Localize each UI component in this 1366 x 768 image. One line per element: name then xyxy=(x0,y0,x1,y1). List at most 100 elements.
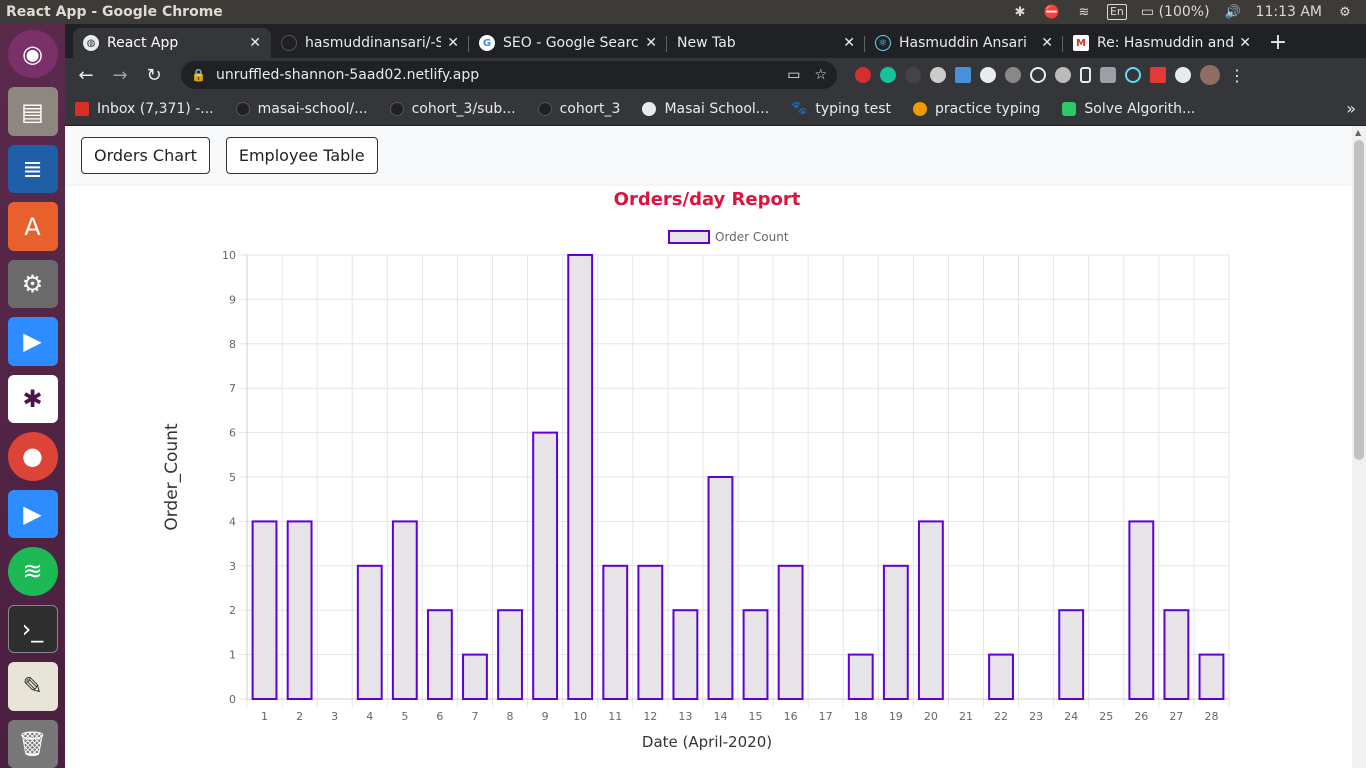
tab-react-app[interactable]: ◍ React App ✕ xyxy=(73,28,271,58)
trash-icon[interactable]: 🗑 xyxy=(7,719,58,768)
terminal-icon[interactable]: ›_ xyxy=(7,604,58,654)
extension-shield-icon[interactable] xyxy=(1100,67,1116,83)
tab-new-tab[interactable]: New Tab ✕ xyxy=(667,28,865,58)
bookmark-practice-typing[interactable]: practice typing xyxy=(913,101,1040,117)
employee-table-button[interactable]: Employee Table xyxy=(225,136,378,174)
close-icon[interactable]: ✕ xyxy=(249,35,261,51)
cast-icon[interactable]: ▭ xyxy=(787,67,801,83)
menu-kebab-icon[interactable]: ⋮ xyxy=(1229,65,1245,85)
bookmark-solve-algorithms[interactable]: Solve Algorith... xyxy=(1062,101,1195,117)
orders-chart-button[interactable]: Orders Chart xyxy=(81,136,210,174)
extension-target-icon[interactable] xyxy=(1030,67,1046,83)
profile-avatar[interactable] xyxy=(1200,65,1220,85)
volume-icon[interactable]: 🔊 xyxy=(1224,4,1241,20)
tab-label: Hasmuddin Ansari xyxy=(899,35,1027,51)
bookmark-cohort-3-sub[interactable]: cohort_3/sub... xyxy=(389,101,516,117)
tab-hasmuddin-ansari[interactable]: ⚛ Hasmuddin Ansari ✕ xyxy=(865,28,1063,58)
bar-day-1 xyxy=(251,520,278,700)
y-tick-label: 10 xyxy=(222,249,236,262)
extension-cloud-icon[interactable] xyxy=(1055,67,1071,83)
grammarly-icon[interactable] xyxy=(880,67,896,83)
power-gear-icon[interactable]: ⚙ xyxy=(1339,4,1351,20)
github-icon xyxy=(281,35,297,51)
ubuntu-dash-icon[interactable]: ◉ xyxy=(7,30,58,79)
y-tick-label: 1 xyxy=(229,649,236,662)
files-icon[interactable]: ▤ xyxy=(7,87,58,136)
bar-day-12 xyxy=(637,564,664,700)
extension-clock-icon[interactable] xyxy=(930,67,946,83)
software-center-icon[interactable]: A xyxy=(7,202,58,251)
close-icon[interactable]: ✕ xyxy=(447,35,459,51)
scroll-up-icon[interactable]: ▲ xyxy=(1355,128,1362,137)
x-tick-label: 16 xyxy=(784,710,798,723)
tab-gmail[interactable]: M Re: Hasmuddin and ✕ xyxy=(1063,28,1261,58)
slack-icon[interactable]: ✱ xyxy=(7,374,58,424)
x-tick-label: 19 xyxy=(889,710,903,723)
extension-red-icon[interactable] xyxy=(855,67,871,83)
tab-label: SEO - Google Search xyxy=(503,35,640,51)
battery-percent: (100%) xyxy=(1158,4,1210,20)
extension-screenshot-icon[interactable] xyxy=(955,67,971,83)
chart-title: Orders/day Report xyxy=(614,189,801,210)
back-button[interactable]: ← xyxy=(71,60,101,90)
x-tick-label: 21 xyxy=(959,710,973,723)
do-not-disturb-icon[interactable]: ⛔ xyxy=(1043,4,1061,20)
x-tick-label: 13 xyxy=(678,710,692,723)
bar-day-24 xyxy=(1058,609,1085,701)
wifi-icon[interactable]: ≋ xyxy=(1078,4,1090,20)
bookmark-masai-school[interactable]: masai-school/... xyxy=(235,101,368,117)
window-title: React App - Google Chrome xyxy=(6,4,223,20)
new-tab-button[interactable]: + xyxy=(1268,30,1288,55)
close-icon[interactable]: ✕ xyxy=(1041,35,1053,51)
spotify-icon[interactable]: ≋ xyxy=(7,547,58,596)
forward-button[interactable]: → xyxy=(105,60,135,90)
page-scrollbar[interactable]: ▲ xyxy=(1352,126,1366,768)
star-icon[interactable]: ☆ xyxy=(814,67,827,83)
x-tick-label: 15 xyxy=(749,710,763,723)
bar-day-22 xyxy=(988,653,1014,701)
extension-c-icon[interactable] xyxy=(1005,67,1021,83)
x-tick-label: 8 xyxy=(507,710,514,723)
address-bar[interactable]: 🔒 unruffled-shannon-5aad02.netlify.app ▭… xyxy=(181,61,837,89)
extension-dots-icon[interactable] xyxy=(1175,67,1191,83)
bookmark-masai-school-2[interactable]: Masai School... xyxy=(642,101,769,117)
bar-day-13 xyxy=(672,609,699,701)
input-language-indicator[interactable]: En xyxy=(1106,4,1127,20)
bookmark-label: Solve Algorith... xyxy=(1084,100,1196,117)
chrome-icon[interactable]: ● xyxy=(7,432,58,481)
bookmark-inbox[interactable]: Inbox (7,371) -... xyxy=(75,101,214,117)
tab-google-search[interactable]: G SEO - Google Search ✕ xyxy=(469,28,667,58)
battery-indicator[interactable]: ▭ (100%) xyxy=(1141,4,1210,20)
bookmark-typing-test[interactable]: 🐾 typing test xyxy=(791,101,891,117)
bookmarks-overflow-icon[interactable]: » xyxy=(1346,99,1356,118)
extension-red-box-icon[interactable] xyxy=(1150,67,1166,83)
zoom-2-icon[interactable]: ▶ xyxy=(7,489,58,539)
bookmark-cohort-3[interactable]: cohort_3 xyxy=(537,101,620,117)
legend-label: Order Count xyxy=(715,230,789,244)
close-icon[interactable]: ✕ xyxy=(645,35,657,51)
tab-github[interactable]: hasmuddinansari/-S ✕ xyxy=(271,28,469,58)
close-icon[interactable]: ✕ xyxy=(843,35,855,51)
y-tick-label: 3 xyxy=(229,560,236,573)
scrollbar-thumb[interactable] xyxy=(1354,140,1364,460)
slack-tray-icon[interactable]: ✱ xyxy=(1014,4,1026,20)
extension-circle-icon[interactable] xyxy=(980,67,996,83)
zoom-icon[interactable]: ▶ xyxy=(7,317,58,366)
extension-phone-icon[interactable] xyxy=(1080,67,1091,83)
libreoffice-writer-icon[interactable]: ≣ xyxy=(7,144,58,194)
x-tick-label: 3 xyxy=(331,710,338,723)
microphone-icon[interactable] xyxy=(905,67,921,83)
close-icon[interactable]: ✕ xyxy=(1239,35,1251,51)
clock[interactable]: 11:13 AM xyxy=(1255,4,1322,20)
bar-day-7 xyxy=(462,653,488,701)
github-icon xyxy=(389,101,404,116)
react-devtools-icon[interactable] xyxy=(1125,67,1141,83)
browser-window: ◍ React App ✕ hasmuddinansari/-S ✕ G SEO… xyxy=(65,24,1366,768)
arrow-left-icon: ← xyxy=(78,64,94,86)
text-editor-icon[interactable]: ✎ xyxy=(7,662,58,711)
bar-day-10 xyxy=(567,254,594,700)
x-tick-label: 9 xyxy=(542,710,549,723)
system-settings-icon[interactable]: ⚙ xyxy=(7,259,58,309)
reload-button[interactable]: ↻ xyxy=(139,60,169,90)
